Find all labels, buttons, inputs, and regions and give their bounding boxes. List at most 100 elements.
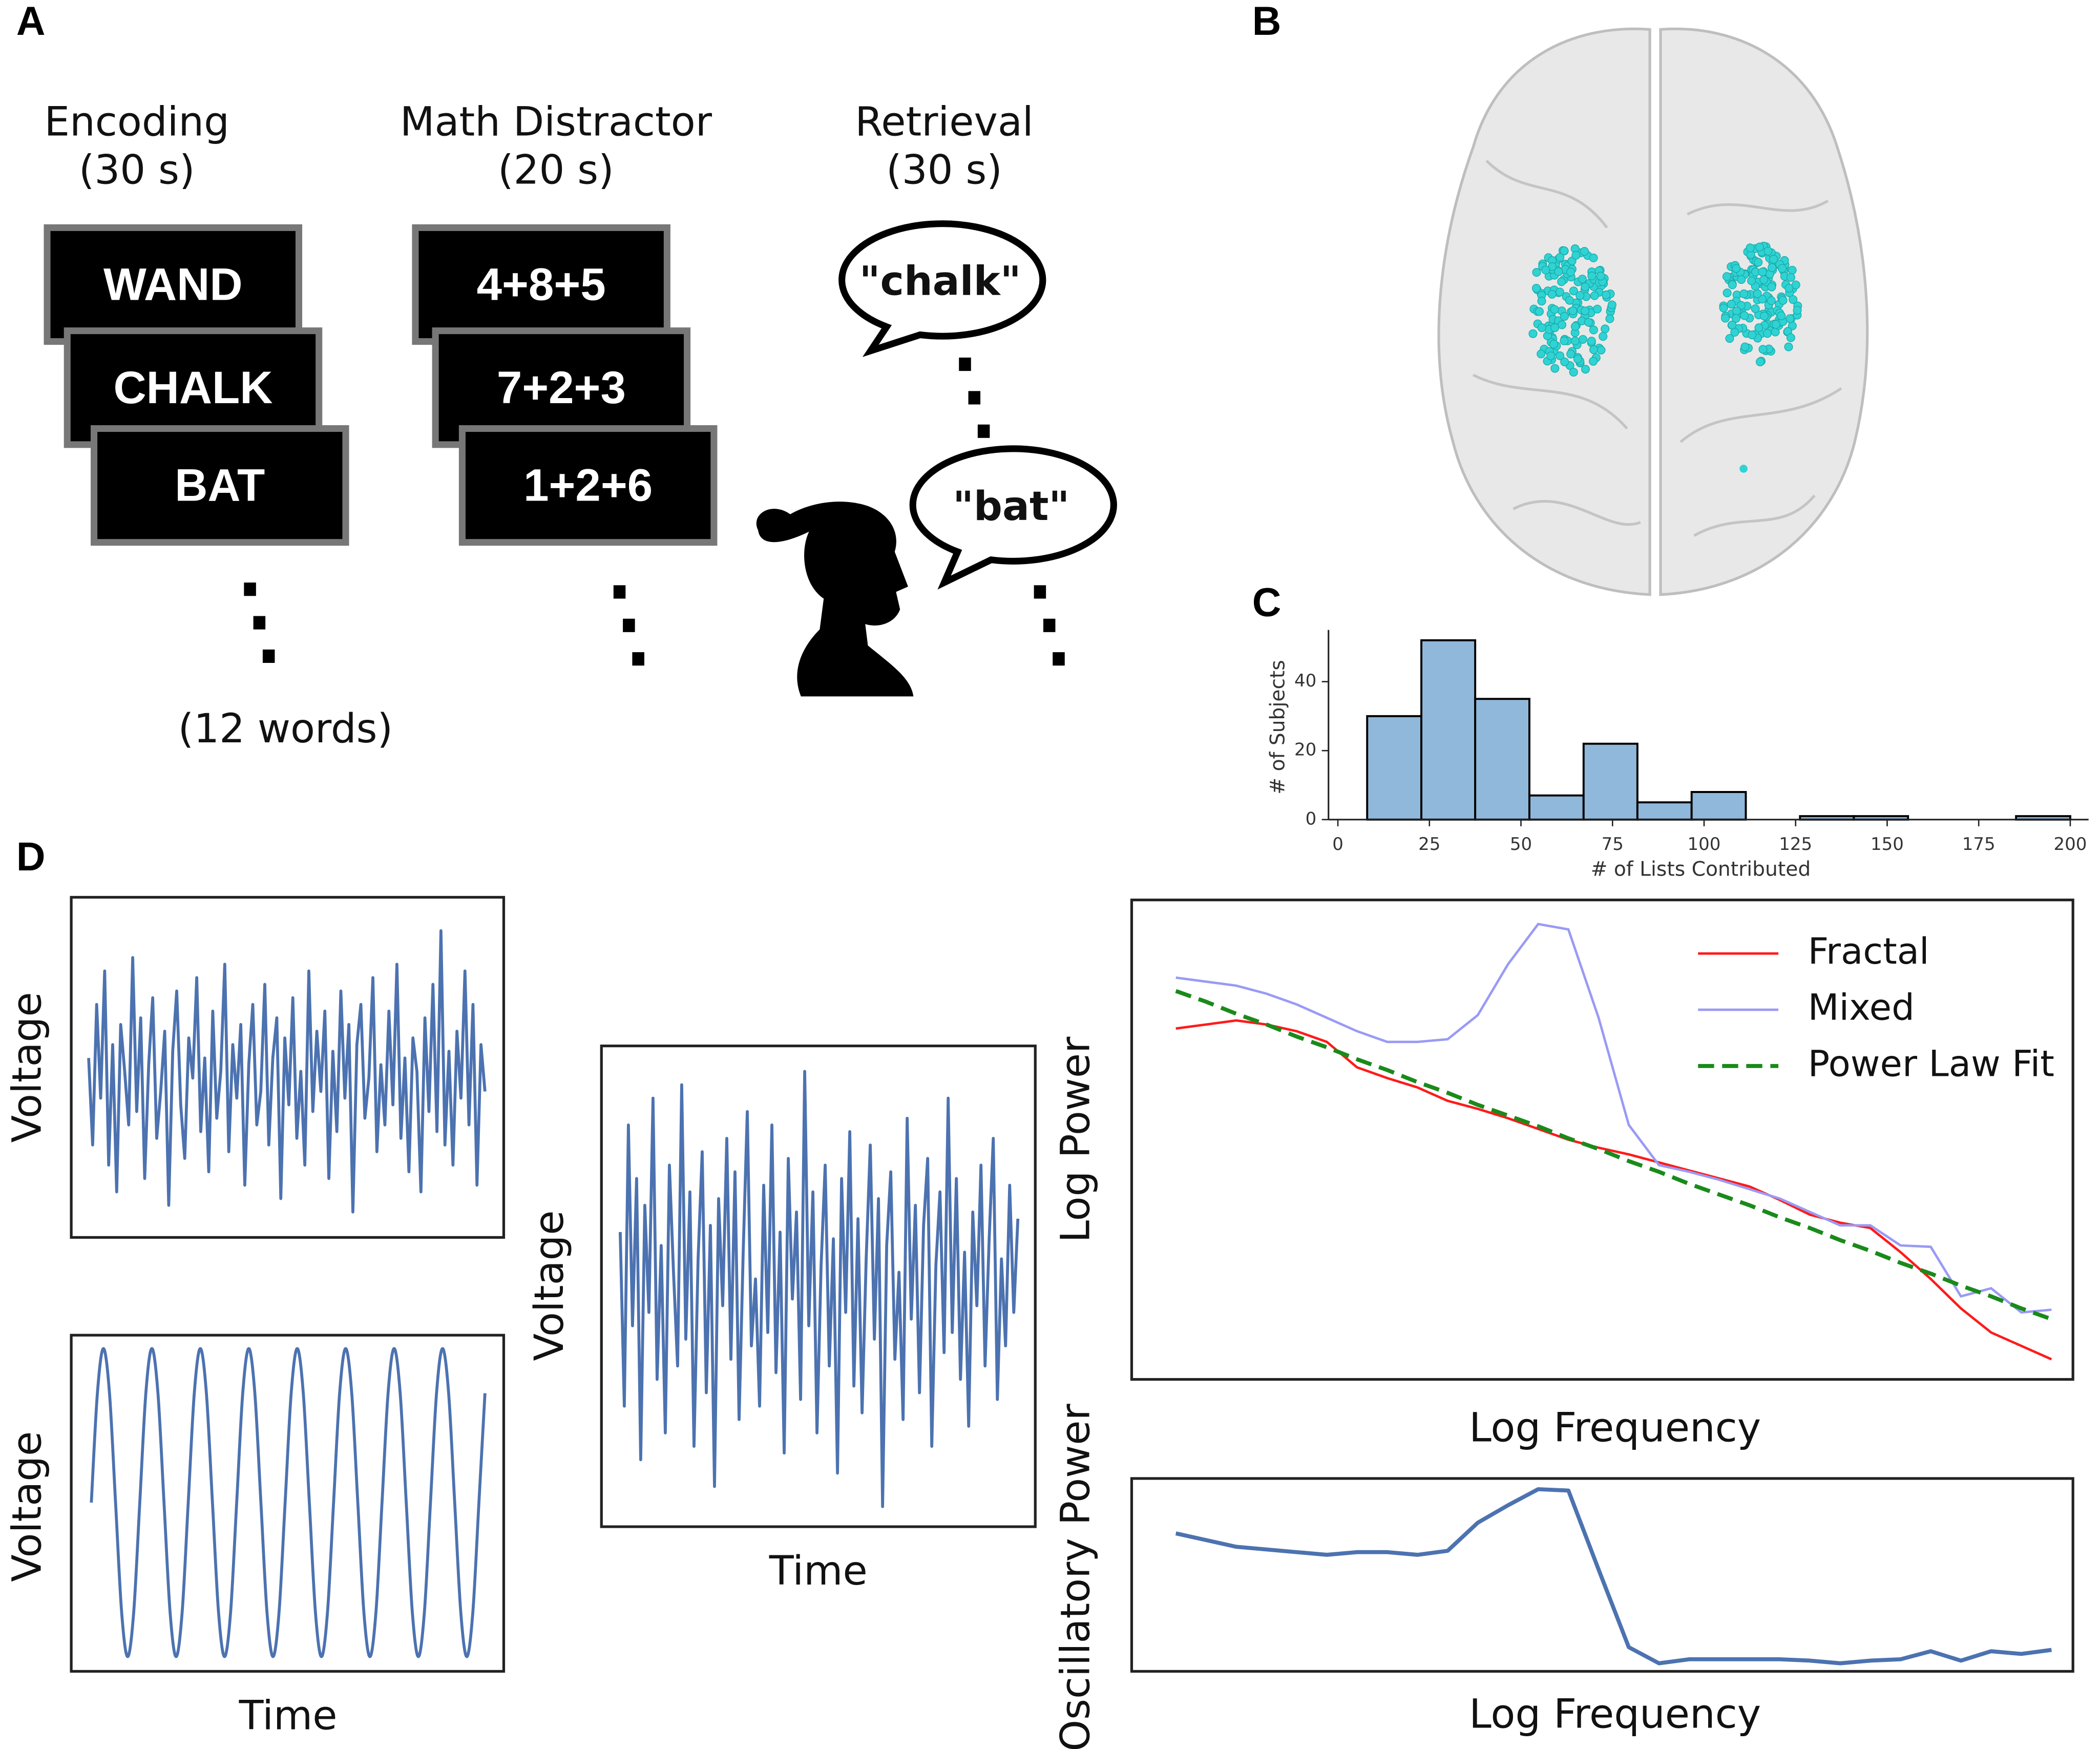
electrode: [1566, 349, 1576, 359]
card-text: 7+2+3: [497, 362, 626, 413]
note: (12 words): [178, 705, 393, 752]
panel-label: A: [16, 0, 46, 44]
electrode: [1532, 268, 1541, 277]
ellipsis-dot: [977, 424, 990, 438]
card-text: CHALK: [113, 362, 272, 413]
electrode: [1556, 253, 1565, 262]
x-tick-label: 200: [2054, 834, 2087, 855]
x-tick-label: 25: [1418, 834, 1440, 855]
electrode: [1786, 273, 1795, 282]
electrode: [1728, 280, 1737, 289]
electrode: [1593, 304, 1602, 314]
plot-frame: [70, 896, 506, 1239]
plot-frame: [600, 1044, 1037, 1528]
electrode: [1788, 266, 1797, 275]
electrode: [1731, 314, 1740, 323]
electrode: [1725, 334, 1734, 343]
ellipsis-dot: [262, 649, 275, 663]
electrode: [1570, 322, 1580, 331]
electrode: [1755, 242, 1764, 252]
electrode: [1758, 295, 1767, 304]
x-tick-label: 50: [1510, 834, 1532, 855]
electrode: [1748, 330, 1757, 340]
silhouette: [756, 502, 914, 697]
electrode: [1762, 329, 1772, 338]
electrode: [1723, 288, 1732, 298]
electrode: [1531, 284, 1541, 293]
series-line: [1175, 1019, 2052, 1361]
x-tick-label: 175: [1962, 834, 1996, 855]
electrode: [1778, 296, 1788, 305]
electrode: [1560, 336, 1569, 345]
electrode: [1763, 246, 1773, 256]
electrode: [1754, 258, 1763, 267]
card-text: BAT: [175, 460, 265, 511]
electrode: [1756, 357, 1765, 366]
histogram-bar: [1582, 742, 1639, 821]
electrode: [1569, 286, 1578, 296]
electrode: [1557, 277, 1566, 286]
electrode: [1739, 465, 1748, 473]
signal-line: [87, 929, 487, 1214]
plot-frame: [70, 1334, 506, 1673]
electrode: [1597, 345, 1606, 355]
electrode: [1580, 247, 1589, 256]
electrode: [1537, 323, 1546, 332]
electrode: [1602, 290, 1611, 300]
electrode: [1767, 282, 1776, 292]
electrode: [1728, 321, 1737, 330]
electrode: [1754, 323, 1763, 332]
electrode: [1550, 364, 1560, 373]
histogram-bar: [1690, 791, 1747, 821]
electrode: [1581, 282, 1590, 292]
card-text: WAND: [103, 259, 242, 309]
electrode: [1727, 300, 1736, 309]
y-tick-label: 40: [1294, 671, 1316, 691]
signal-line: [619, 1070, 1020, 1508]
panel-label: C: [1252, 579, 1282, 624]
x-axis-label: Time: [769, 1548, 868, 1594]
electrode: [1569, 368, 1578, 377]
electrode: [1721, 314, 1730, 323]
x-axis-label: Time: [239, 1692, 338, 1739]
electrode: [1767, 296, 1776, 305]
electrode: [1722, 272, 1731, 281]
panel-label: B: [1252, 0, 1282, 44]
y-axis-label: # of Subjects: [1267, 660, 1290, 795]
electrode: [1599, 332, 1608, 341]
electrode: [1590, 291, 1599, 300]
x-tick-label: 150: [1871, 834, 1904, 855]
x-tick-label: 100: [1688, 834, 1721, 855]
left-hemisphere: [1437, 27, 1651, 596]
electrode: [1751, 304, 1760, 314]
electrode: [1555, 287, 1564, 297]
phase-duration: (20 s): [498, 147, 614, 194]
ellipsis-dot: [1053, 652, 1065, 666]
electrode: [1571, 251, 1581, 260]
histogram-bar: [1474, 698, 1530, 821]
electrode: [1556, 351, 1565, 361]
electrode: [1732, 264, 1741, 273]
histogram-bar: [1366, 715, 1422, 821]
electrode: [1777, 264, 1787, 273]
electrode: [1771, 320, 1780, 329]
y-tick-label: 20: [1294, 740, 1316, 760]
y-tick-label: 0: [1306, 808, 1317, 829]
electrode: [1560, 357, 1569, 366]
electrode: [1554, 267, 1563, 276]
y-axis-label: Voltage: [4, 992, 51, 1142]
ellipsis-dot: [623, 618, 635, 632]
phase-duration: (30 s): [886, 147, 1002, 194]
ellipsis-dot: [632, 652, 644, 666]
electrode: [1581, 306, 1590, 316]
electrode: [1566, 267, 1576, 277]
x-tick-label: 75: [1602, 834, 1624, 855]
electrode: [1607, 300, 1616, 309]
electrode: [1740, 311, 1749, 320]
electrodes: [1528, 241, 1802, 473]
electrode: [1568, 306, 1578, 316]
histogram-bar: [1528, 794, 1585, 821]
ellipsis-dot: [959, 357, 971, 371]
ellipsis-dot: [244, 582, 256, 596]
